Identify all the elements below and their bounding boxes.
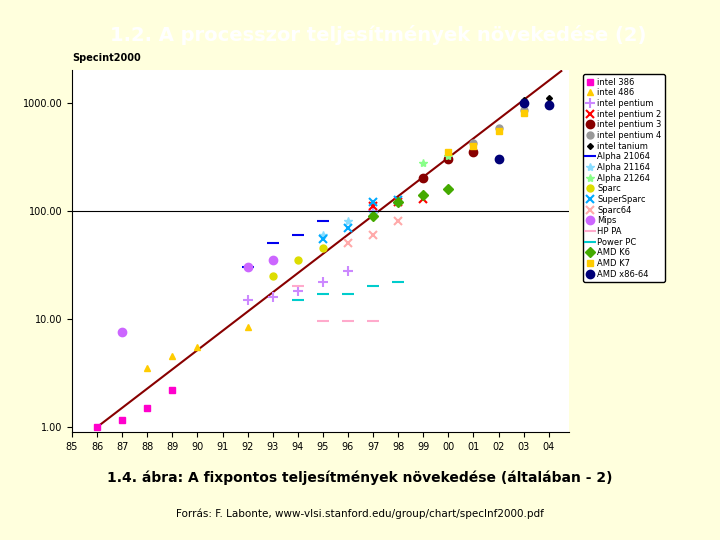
Text: 1.4. ábra: A fixpontos teljesítmények növekedése (általában - 2): 1.4. ábra: A fixpontos teljesítmények nö… (107, 471, 613, 485)
Legend: intel 386, intel 486, intel pentium, intel pentium 2, intel pentium 3, intel pen: intel 386, intel 486, intel pentium, int… (583, 75, 665, 282)
Text: Forrás: F. Labonte, www-vlsi.stanford.edu/group/chart/specInf2000.pdf: Forrás: F. Labonte, www-vlsi.stanford.ed… (176, 509, 544, 519)
Text: Specint2000: Specint2000 (72, 53, 140, 63)
Text: 1.2. A processzor teljesítmények növekedése (2): 1.2. A processzor teljesítmények növeked… (110, 24, 646, 45)
